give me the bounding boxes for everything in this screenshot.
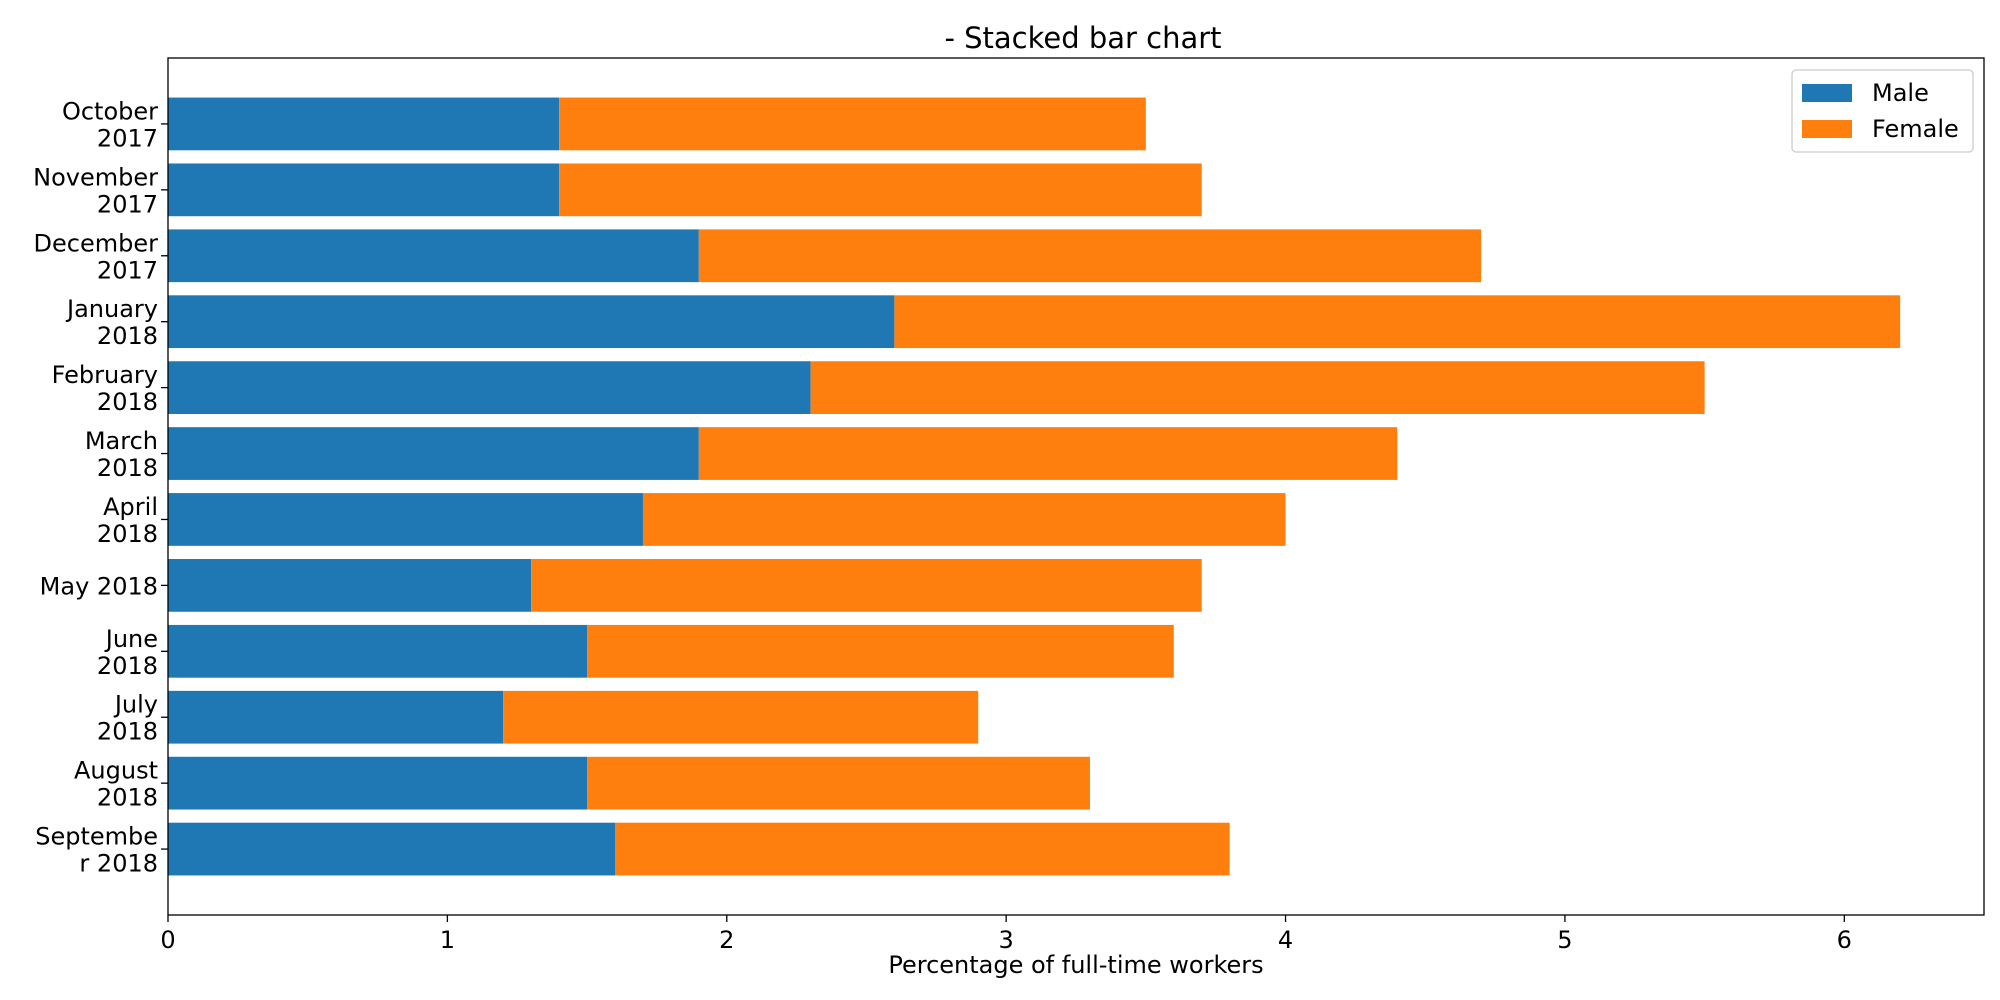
chart-title: - Stacked bar chart	[944, 21, 1221, 55]
legend-swatch-female	[1802, 120, 1852, 138]
y-category-label: January	[65, 295, 158, 323]
y-axis: October2017November2017December2017Janua…	[33, 97, 168, 878]
y-category-label: July	[113, 691, 158, 719]
bar-female	[587, 624, 1174, 678]
bar-female	[587, 756, 1090, 810]
bar-female	[559, 97, 1146, 151]
y-category-label: 2018	[97, 454, 158, 482]
y-category-label: Septembe	[35, 823, 158, 851]
y-category-label: June	[104, 625, 158, 653]
y-category-label: November	[33, 163, 158, 191]
y-category-label: August	[74, 757, 158, 785]
bar-female	[531, 559, 1202, 612]
x-tick-label: 6	[1837, 926, 1852, 954]
bar-male	[168, 427, 699, 480]
x-tick-label: 4	[1278, 926, 1293, 954]
bars-layer	[168, 97, 1901, 876]
legend-label-male: Male	[1872, 79, 1929, 107]
x-tick-label: 5	[1557, 926, 1572, 954]
bar-female	[698, 229, 1482, 283]
y-category-label: 2018	[97, 718, 158, 746]
x-tick-label: 3	[999, 926, 1014, 954]
bar-male	[168, 295, 895, 349]
y-category-label: 2018	[97, 784, 158, 812]
legend-label-female: Female	[1872, 115, 1959, 143]
bar-male	[168, 361, 811, 414]
y-category-label: 2018	[97, 388, 158, 416]
bar-male	[168, 97, 560, 151]
y-category-label: 2017	[97, 124, 158, 152]
y-category-label: December	[34, 229, 159, 257]
bar-female	[642, 493, 1286, 546]
bar-female	[503, 690, 979, 744]
legend-swatch-male	[1802, 84, 1852, 102]
y-category-label: March	[85, 427, 158, 455]
bar-male	[168, 559, 532, 612]
x-tick-label: 2	[719, 926, 734, 954]
y-category-label: 2018	[97, 520, 158, 548]
y-category-label: 2018	[97, 652, 158, 680]
bar-male	[168, 493, 643, 546]
y-category-label: r 2018	[79, 850, 158, 878]
bar-female	[615, 822, 1230, 876]
legend: Male Female	[1791, 69, 1974, 153]
bar-female	[698, 427, 1398, 480]
x-tick-label: 0	[160, 926, 175, 954]
plot-frame	[167, 57, 1985, 916]
bar-male	[168, 756, 588, 810]
y-category-label: May 2018	[40, 572, 158, 600]
bar-male	[168, 163, 560, 217]
y-category-label: 2017	[97, 256, 158, 284]
bar-female	[559, 163, 1202, 217]
x-axis: 0 1 2 3 4 5 6	[160, 915, 1852, 954]
bar-male	[168, 690, 504, 744]
x-tick-label: 1	[440, 926, 455, 954]
y-category-label: October	[62, 97, 158, 125]
bar-female	[894, 295, 1901, 349]
y-category-label: 2018	[97, 322, 158, 350]
y-category-label: February	[52, 361, 158, 389]
bar-female	[810, 361, 1705, 414]
y-category-label: 2017	[97, 190, 158, 218]
x-axis-title: Percentage of full-time workers	[888, 951, 1263, 979]
bar-male	[168, 822, 616, 876]
bar-male	[168, 624, 588, 678]
y-category-label: April	[103, 493, 158, 521]
bar-male	[168, 229, 699, 283]
